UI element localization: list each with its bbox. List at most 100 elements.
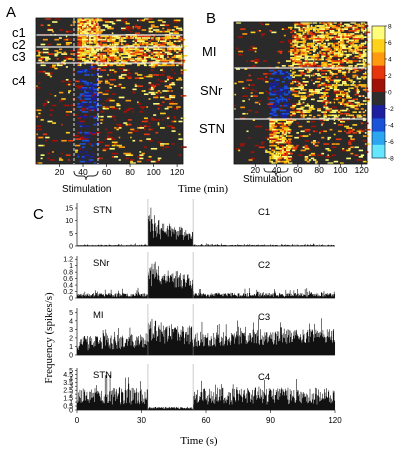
heatmap-cell [116,45,118,47]
heatmap-cell [118,127,122,129]
heatmap-cell [86,30,89,33]
heatmap-cell [290,65,293,67]
heatmap-cell [306,120,310,123]
heatmap-cell [271,149,276,152]
heatmap-cell [333,26,338,29]
heatmap-cell [317,34,323,37]
heatmap-cell [120,43,124,46]
heatmap-cell [70,50,76,52]
heatmap-cell [81,136,86,139]
heatmap-cell [323,112,327,115]
stimulation-annotation-a: Stimulation [62,170,111,195]
heatmap-cell [104,82,110,84]
heatmap-cell [176,35,179,38]
heatmap-cell [143,146,148,148]
heatmap-cell [285,111,289,113]
heatmap-cell [269,29,272,32]
heatmap-cell [91,58,97,60]
heatmap-cell [238,36,244,38]
heatmap-cell [180,146,187,148]
heatmap-cell [81,48,86,51]
heatmap-cell [288,120,294,123]
heatmap-cell [275,130,278,133]
heatmap-cell [88,83,95,86]
heatmap-cell [248,74,251,77]
heatmap-cell [317,92,323,94]
heatmap-cell [364,125,367,128]
heatmap-cell [290,144,294,147]
heatmap-cell [104,107,109,110]
heatmap-cell [176,64,179,67]
heatmap-cell [100,53,104,55]
heatmap-cell [139,125,143,128]
heatmap-cell [70,24,73,27]
heatmap-cell [302,146,307,149]
heatmap-cell [283,124,286,126]
heatmap-cell [273,77,279,80]
heatmap-cell [111,22,116,25]
heatmap-cell [114,42,120,44]
heatmap-cell [352,132,357,134]
heatmap-cell [166,43,173,46]
heatmap-cell [141,120,148,123]
heatmap-cell [127,119,132,121]
heatmap-cell [93,37,97,39]
heatmap-cell [271,87,277,90]
heatmap-cell [180,43,183,46]
heatmap-cell [362,63,365,66]
heatmap-cell [325,96,327,99]
heatmap-cell [269,133,272,136]
heatmap-cell [335,76,339,78]
heatmap-cell [162,58,165,60]
heatmap-cell [344,84,350,86]
heatmap-cell [116,35,121,38]
heatmap-cell [52,30,55,33]
heatmap-cell [352,82,354,85]
heatmap-cell [296,23,301,26]
heatmap-cell [333,36,336,38]
heatmap-cell [273,85,275,88]
heatmap-cell [323,143,330,145]
heatmap-cell [269,84,271,86]
heatmap-cell [36,109,42,112]
heatmap-cell [321,152,325,155]
heatmap-cell [298,125,303,128]
heatmap-cell [310,55,314,58]
heatmap-cell [127,107,134,110]
heatmap-cell [137,74,143,76]
heatmap-cell [54,38,60,41]
heatmap-cell [150,128,154,131]
heatmap-cell [333,47,340,50]
heatmap-cell [321,41,324,43]
heatmap-cell [143,42,149,44]
heatmap-cell [171,127,175,129]
heatmap-cell [304,22,308,24]
heatmap-cell [281,127,285,129]
heatmap-cell [275,160,279,163]
heatmap-cell [169,32,174,35]
heatmap-cell [275,119,279,121]
series-cluster: C3 [258,312,270,323]
heatmap-cell [354,37,360,40]
heatmap-cell [118,75,123,78]
heatmap-cell [95,29,100,31]
heatmap-cell [356,92,360,94]
heatmap-cell [95,59,98,62]
heatmap-cell [310,37,316,40]
heatmap-cell [58,91,64,94]
heatmap-cell [84,45,88,47]
heatmap-cell [300,98,306,101]
heatmap-cell [47,27,53,30]
heatmap-cell [344,50,347,53]
heatmap-cell [346,33,349,35]
y-tick-label: 5 [69,310,73,317]
heatmap-cell [68,91,70,94]
heatmap-cell [269,116,271,118]
heatmap-cell [319,96,325,99]
heatmap-cell [111,141,118,144]
heatmap-cell [38,125,42,128]
heatmap-cell [148,30,154,33]
heatmap-cell [364,60,367,62]
heatmap-cell [134,51,137,54]
heatmap-cell [290,82,294,85]
